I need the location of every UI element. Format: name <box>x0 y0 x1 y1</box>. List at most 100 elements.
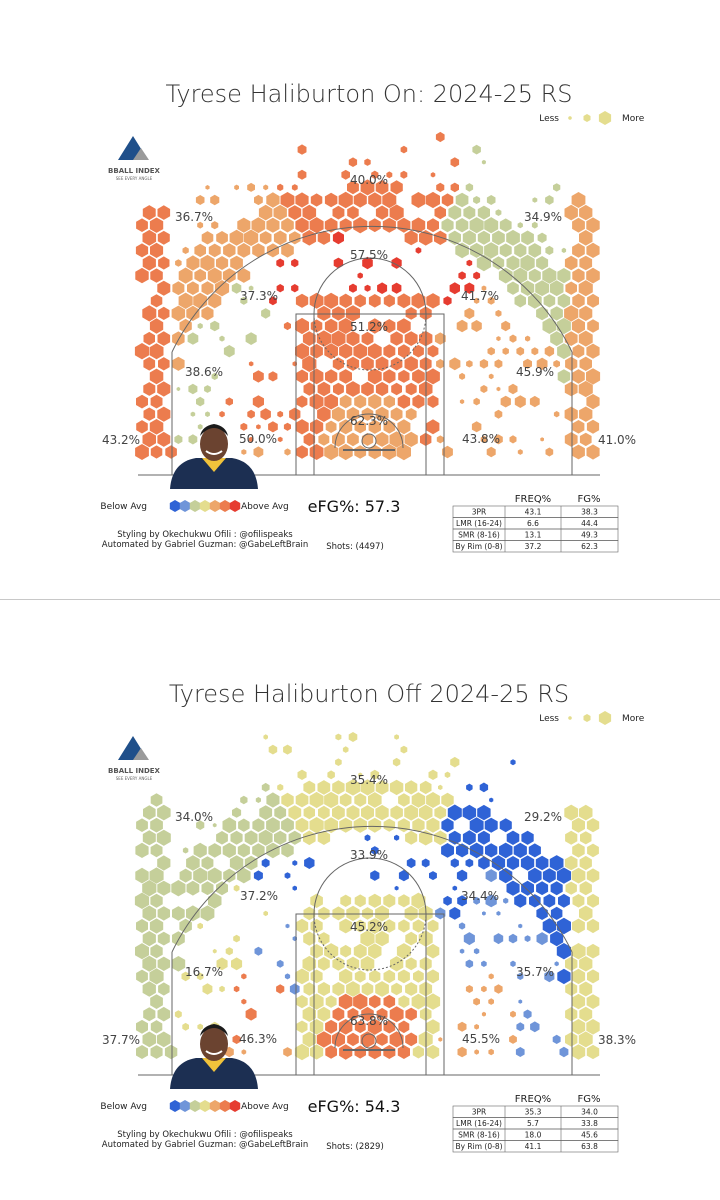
hex-bin <box>426 943 440 959</box>
hex-bin <box>266 192 280 208</box>
hex-bin <box>332 205 345 220</box>
hex-bin <box>406 857 416 869</box>
hex-bin <box>494 359 503 369</box>
hex-bin <box>310 193 323 207</box>
hex-bin <box>309 993 324 1010</box>
hex-bin <box>309 1019 324 1035</box>
hex-bin <box>514 395 526 408</box>
hex-bin <box>383 1045 396 1059</box>
table-cell-label: LMR (16-24) <box>456 519 502 528</box>
hex-bin <box>303 382 316 396</box>
hex-bin <box>426 1019 440 1035</box>
hex-bin <box>556 317 571 335</box>
hex-bin <box>397 818 410 833</box>
hex-bin <box>477 804 491 821</box>
hex-bin <box>455 218 469 233</box>
hex-bin <box>251 217 266 234</box>
hex-bin <box>196 396 205 407</box>
hex-bin <box>171 956 186 972</box>
court-svg: Tyrese Haliburton On: 2024-25 RS Less More… <box>100 80 645 553</box>
zone-label-0: 40.0% <box>350 173 388 187</box>
logo-name: BBALL INDEX <box>108 167 161 175</box>
hex-bin <box>579 255 593 271</box>
hex-bin <box>303 931 316 946</box>
hex-bin <box>333 257 344 269</box>
hex-bin <box>335 758 342 766</box>
hex-bin <box>309 368 324 385</box>
hex-bin <box>202 983 213 995</box>
hex-bin <box>237 268 251 283</box>
hex-bin <box>237 867 251 884</box>
hex-bin <box>441 843 454 858</box>
hex-bin <box>398 344 410 359</box>
hex-bin <box>579 905 593 922</box>
hex-bin <box>390 407 403 421</box>
legend-color-hex <box>199 500 211 512</box>
hex-bin <box>458 922 466 930</box>
zone-label-2: 29.2% <box>524 810 562 824</box>
hex-bin <box>136 218 148 232</box>
hex-bin <box>411 292 426 309</box>
hex-bin <box>586 343 600 359</box>
hex-bin <box>346 905 360 922</box>
hex-bin <box>449 907 461 920</box>
hex-bin <box>276 959 284 968</box>
hex-bin <box>346 805 360 821</box>
hex-bin <box>426 969 439 984</box>
hex-bin <box>303 780 316 795</box>
hex-bin <box>382 217 396 233</box>
zone-label-13: 63.8% <box>350 1014 388 1028</box>
hex-bin <box>405 1007 417 1021</box>
hex-bin <box>309 292 324 309</box>
hex-bin <box>586 818 600 833</box>
hex-bin <box>150 242 164 258</box>
hex-bin <box>201 856 214 870</box>
hex-bin <box>175 259 182 267</box>
hex-bin <box>360 779 375 796</box>
hex-bin <box>476 254 491 272</box>
hex-bin <box>354 445 367 459</box>
hex-bin <box>303 830 316 846</box>
hex-bin <box>142 431 156 448</box>
hex-bin <box>339 343 353 359</box>
legend-color-hex <box>179 1100 191 1112</box>
hex-bin <box>182 246 189 254</box>
hex-bin <box>413 970 424 983</box>
hex-bin <box>317 982 330 996</box>
hex-bin <box>229 229 244 246</box>
hex-bin <box>324 318 338 334</box>
chart-title: Tyrese Haliburton Off 2024-25 RS <box>169 680 569 708</box>
hex-bin <box>252 843 265 858</box>
hex-bin <box>186 905 200 922</box>
hex-bin <box>371 846 379 855</box>
hex-bin <box>158 306 170 320</box>
hex-bin <box>222 817 237 834</box>
hex-bin <box>531 347 539 356</box>
hex-bin <box>333 382 344 396</box>
hex-bin <box>535 855 549 871</box>
hex-bin <box>214 280 230 297</box>
hex-bin <box>360 956 375 972</box>
hex-bin <box>543 894 556 908</box>
hex-bin <box>368 318 382 334</box>
hex-bin <box>346 981 360 997</box>
hex-bin <box>405 830 418 845</box>
hex-bin <box>143 805 156 820</box>
hex-bin <box>485 869 497 883</box>
table-cell-label: SMR (8-16) <box>458 1131 500 1140</box>
hex-bin <box>578 1031 593 1048</box>
hex-bin <box>375 205 389 220</box>
hex-bin <box>247 182 255 192</box>
hex-bin <box>473 196 481 204</box>
rim <box>361 1033 377 1049</box>
hex-bin <box>346 381 360 397</box>
hex-bin <box>339 218 352 233</box>
hex-bin <box>325 1045 337 1059</box>
zone-label-2: 34.9% <box>524 210 562 224</box>
hex-bin <box>375 431 389 447</box>
hex-bin <box>205 185 210 190</box>
hex-bin <box>327 770 335 780</box>
legend-hex-medium <box>583 714 591 722</box>
hex-bin <box>506 880 520 896</box>
